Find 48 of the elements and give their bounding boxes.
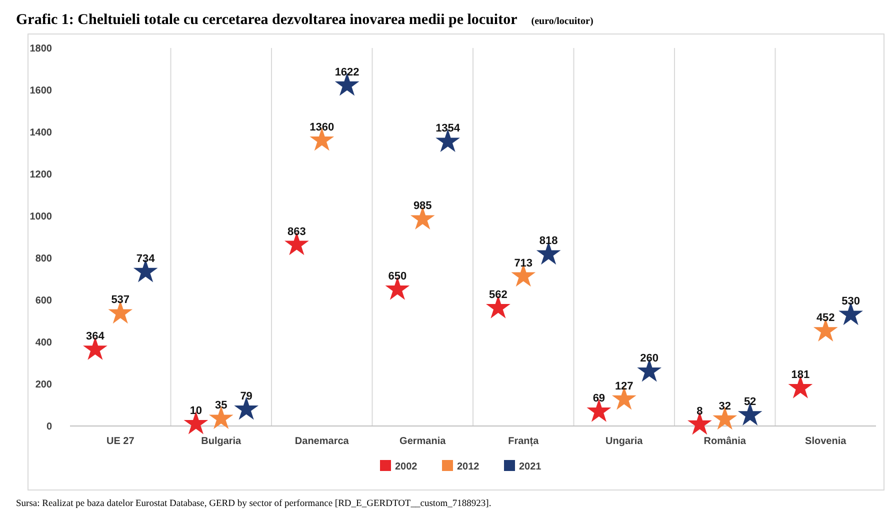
data-label: 181: [791, 368, 810, 381]
y-tick-label: 1800: [30, 44, 52, 54]
data-label: 10: [190, 404, 202, 417]
data-label: 1622: [334, 66, 360, 78]
y-tick-label: 1400: [30, 128, 52, 138]
legend-label: 2002: [395, 462, 418, 472]
chart-title: Grafic 1: Cheltuieli totale cu cercetarea dezvoltarea inovarea medii pe locuitor: [16, 12, 518, 28]
data-label: 260: [640, 352, 658, 364]
data-label: 818: [539, 235, 558, 248]
legend-label: 2012: [457, 462, 480, 472]
y-tick-label: 1000: [30, 212, 52, 222]
x-tick-label: România: [704, 436, 746, 447]
y-tick-label: 600: [35, 296, 52, 306]
data-label: 32: [718, 400, 731, 412]
text: Sursa: Realizat pe baza datelor Eurostat Database, GERD by sector of performance [RD_E_GERDTOT__custom_7188923].: [16, 499, 492, 509]
data-label: 364: [86, 330, 106, 343]
data-label: 52: [744, 396, 756, 408]
data-label: 8: [696, 405, 703, 418]
x-tick-label: Danemarca: [294, 436, 350, 447]
data-label: 127: [614, 380, 634, 392]
legend-label: 2021: [519, 462, 542, 472]
data-label: 1354: [436, 122, 461, 135]
data-label: 562: [489, 288, 508, 301]
y-tick-label: 400: [35, 338, 52, 348]
data-label: 452: [816, 312, 835, 324]
data-label: 863: [288, 226, 306, 238]
data-label: 69: [592, 392, 606, 405]
y-tick-label: 200: [35, 380, 52, 390]
data-label: 1360: [310, 121, 334, 134]
y-tick-label: 0: [46, 422, 52, 432]
data-label: 79: [240, 390, 252, 402]
data-label: 537: [111, 294, 130, 306]
data-label: 985: [413, 200, 432, 212]
x-tick-label: Franța: [508, 436, 540, 447]
data-label: 713: [514, 257, 533, 270]
x-tick-label: Ungaria: [606, 436, 644, 447]
x-tick-label: Slovenia: [805, 436, 847, 447]
data-label: 650: [388, 270, 407, 282]
x-tick-label: Bulgaria: [201, 436, 242, 447]
y-tick-label: 1600: [30, 86, 52, 96]
y-tick-label: 1200: [30, 170, 52, 180]
x-tick-label: UE 27: [106, 436, 135, 447]
chart-subtitle: (euro/locuitor): [531, 16, 594, 27]
data-label: 734: [136, 252, 156, 265]
data-label: 530: [842, 296, 860, 308]
x-tick-label: Germania: [400, 436, 446, 447]
y-tick-label: 800: [35, 254, 52, 264]
data-label: 35: [215, 400, 228, 412]
